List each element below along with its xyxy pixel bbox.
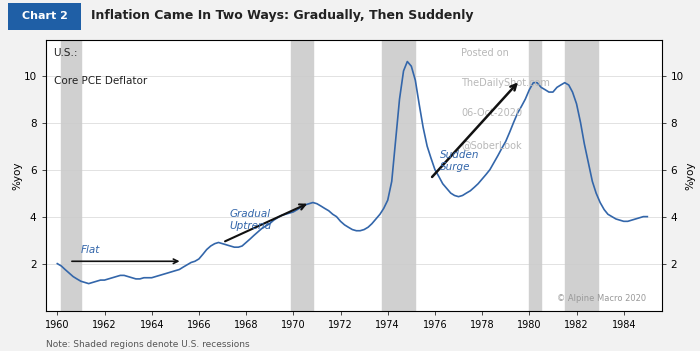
Bar <box>529 40 541 311</box>
Bar <box>565 40 598 311</box>
Text: Sudden
Surge: Sudden Surge <box>440 150 479 172</box>
Bar <box>291 40 313 311</box>
Text: © Alpine Macro 2020: © Alpine Macro 2020 <box>557 293 646 303</box>
Bar <box>62 40 81 311</box>
Text: Chart 2: Chart 2 <box>22 11 67 20</box>
Bar <box>8 2 81 30</box>
Text: Core PCE Deflator: Core PCE Deflator <box>53 75 147 86</box>
Text: Note: Shaded regions denote U.S. recessions: Note: Shaded regions denote U.S. recessi… <box>46 340 249 350</box>
Bar <box>382 40 415 311</box>
Text: U.S.:: U.S.: <box>53 48 78 59</box>
Text: Flat: Flat <box>81 245 100 256</box>
Text: Gradual
Uptrend: Gradual Uptrend <box>230 209 272 231</box>
Y-axis label: %yoy: %yoy <box>685 161 695 190</box>
Text: TheDailyShot.com: TheDailyShot.com <box>461 78 550 88</box>
Text: @SoberLook: @SoberLook <box>461 140 522 150</box>
Text: Inflation Came In Two Ways: Gradually, Then Suddenly: Inflation Came In Two Ways: Gradually, T… <box>91 9 473 22</box>
Text: Posted on: Posted on <box>461 48 509 59</box>
Text: 06-Oct-2020: 06-Oct-2020 <box>461 108 522 118</box>
Y-axis label: %yoy: %yoy <box>12 161 22 190</box>
